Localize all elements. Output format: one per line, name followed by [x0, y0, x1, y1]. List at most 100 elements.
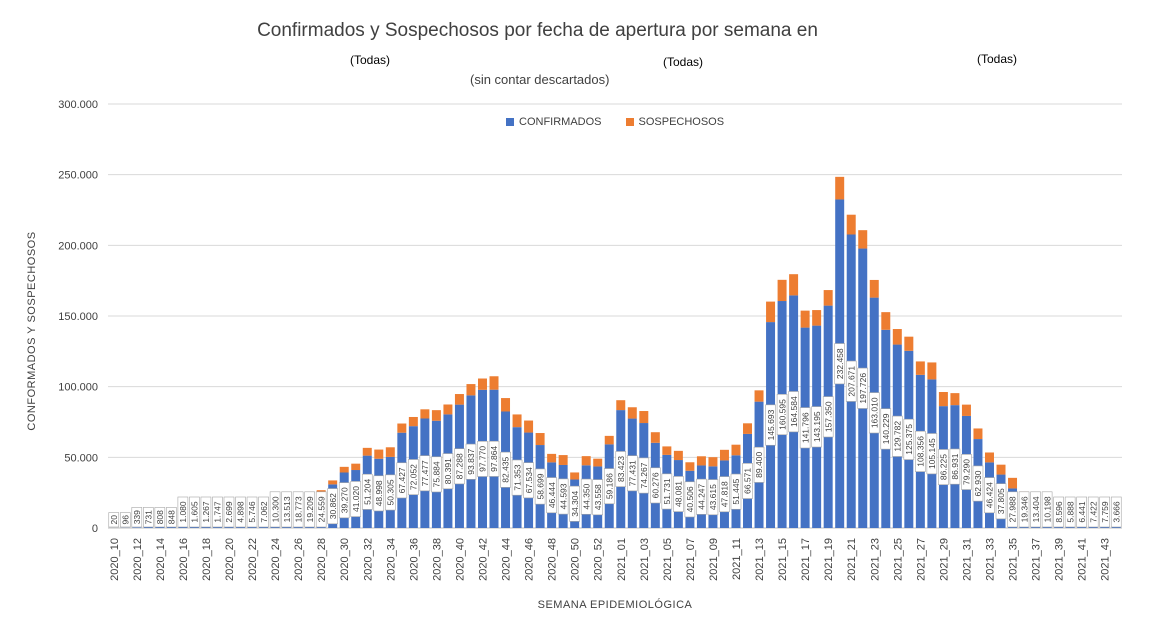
- x-tick-label-2020_34: 2020_34: [385, 538, 397, 581]
- data-label-2020_41: 93.837: [465, 443, 477, 480]
- data-label-text-2021_39: 8.596: [1054, 501, 1064, 523]
- data-label-text-2020_12: 339: [132, 510, 142, 524]
- bar-sospechosos-2020_33: [374, 449, 384, 459]
- data-label-2021_02: 77.431: [626, 455, 638, 492]
- data-label-text-2020_40: 87.288: [455, 453, 465, 479]
- x-tick-label-2021_19: 2021_19: [823, 538, 835, 581]
- data-label-box-2021_39: [1053, 496, 1064, 528]
- x-tick-label-2021_31: 2021_31: [961, 538, 973, 581]
- data-label-box-2020_43: [488, 440, 500, 477]
- data-label-box-2020_50: [569, 485, 580, 522]
- data-label-box-2021_38: [1041, 491, 1053, 528]
- data-label-text-2020_49: 44.593: [558, 483, 568, 509]
- data-label-box-2021_08: [696, 478, 707, 515]
- y-tick-label-5: 250.000: [58, 170, 98, 182]
- x-tick-label-2021_33: 2021_33: [984, 538, 996, 581]
- data-label-2020_26: 18.773: [292, 491, 304, 528]
- data-label-2020_33: 48.998: [373, 475, 385, 512]
- x-tick-label-2021_01: 2021_01: [616, 538, 628, 581]
- data-label-2020_37: 77.477: [419, 455, 431, 492]
- data-label-2021_32: 62.930: [972, 465, 984, 502]
- data-label-box-2020_13: [143, 507, 154, 528]
- bar-sospechosos-2020_38: [431, 410, 441, 421]
- data-label-2021_22: 197.726: [857, 367, 869, 409]
- data-label-text-2021_33: 46.424: [985, 482, 995, 508]
- data-label-text-2021_04: 60.276: [651, 472, 661, 498]
- data-label-box-2020_41: [465, 443, 477, 480]
- data-label-2020_38: 75.884: [431, 456, 442, 493]
- x-tick-label-2020_30: 2020_30: [339, 538, 351, 581]
- data-label-2020_27: 19.209: [304, 491, 315, 528]
- bar-sospechosos-2021_01: [616, 400, 626, 411]
- data-label-box-2020_53: [603, 468, 615, 505]
- data-label-box-2021_18: [811, 406, 822, 448]
- data-label-2021_18: 143.195: [811, 406, 822, 448]
- data-label-2020_23: 7.062: [258, 496, 269, 528]
- data-label-2020_11: 96: [119, 512, 131, 528]
- data-label-text-2020_29: 30.862: [328, 493, 338, 519]
- data-label-2021_36: 19.346: [1018, 491, 1030, 528]
- data-label-text-2021_10: 47.818: [720, 481, 730, 507]
- data-label-text-2020_34: 50.305: [386, 479, 396, 505]
- data-label-text-2021_06: 48.081: [674, 481, 684, 507]
- bar-sospechosos-2020_36: [408, 416, 418, 427]
- data-label-box-2020_31: [350, 481, 362, 517]
- bar-sospechosos-2021_32: [973, 428, 983, 440]
- data-label-2021_25: 129.782: [892, 415, 903, 457]
- bar-sospechosos-2020_35: [397, 423, 407, 433]
- bar-sospechosos-2020_44: [501, 398, 511, 412]
- x-tick-label-2020_50: 2020_50: [570, 538, 582, 581]
- bar-sospechosos-2021_09: [708, 457, 718, 467]
- data-label-2021_40: 5.888: [1064, 496, 1076, 528]
- data-label-2020_34: 50.305: [385, 474, 396, 511]
- data-label-2020_19: 1.747: [212, 496, 223, 528]
- y-tick-label-6: 300.000: [58, 99, 98, 111]
- bar-sospechosos-2021_15: [777, 279, 787, 302]
- data-label-2020_20: 2.699: [223, 496, 235, 528]
- data-label-text-2020_13: 731: [144, 510, 154, 524]
- data-label-text-2021_08: 44.247: [697, 483, 707, 509]
- bar-sospechosos-2020_42: [477, 378, 487, 390]
- data-label-2020_32: 51.204: [361, 473, 373, 510]
- bar-sospechosos-2021_29: [938, 392, 948, 407]
- data-label-text-2020_21: 4.898: [236, 501, 246, 523]
- data-label-box-2021_41: [1076, 496, 1087, 528]
- data-label-text-2020_51: 44.350: [581, 483, 591, 509]
- x-tick-label-2020_24: 2020_24: [270, 538, 282, 581]
- data-label-2020_17: 1.605: [189, 496, 200, 528]
- bar-sospechosos-2020_46: [524, 420, 534, 433]
- data-label-text-2021_16: 164.584: [789, 396, 799, 427]
- data-label-text-2020_45: 71.353: [512, 464, 522, 490]
- data-label-2020_18: 1.267: [200, 496, 212, 528]
- data-label-2020_16: 1.080: [177, 496, 189, 528]
- data-label-text-2020_30: 39.270: [339, 487, 349, 513]
- data-label-text-2020_48: 46.444: [547, 482, 557, 508]
- data-label-2020_25: 13.513: [281, 491, 292, 528]
- bar-sospechosos-2021_33: [984, 452, 994, 463]
- data-label-box-2020_40: [454, 448, 465, 485]
- data-label-2020_44: 82.435: [500, 451, 511, 488]
- data-label-box-2021_17: [799, 407, 811, 449]
- bar-sospechosos-2021_23: [869, 279, 879, 298]
- data-label-box-2021_04: [650, 467, 661, 504]
- data-label-text-2021_09: 43.615: [708, 484, 718, 510]
- data-label-box-2020_30: [338, 482, 350, 519]
- bar-sospechosos-2021_27: [915, 361, 925, 375]
- data-label-box-2021_06: [673, 476, 684, 512]
- x-tick-label-2020_40: 2020_40: [454, 538, 466, 581]
- bar-sospechosos-2021_05: [662, 446, 672, 455]
- x-tick-label-2021_35: 2021_35: [1008, 538, 1020, 581]
- data-label-2021_12: 66.571: [742, 463, 753, 499]
- bar-sospechosos-2021_13: [754, 390, 764, 402]
- filter-label-2: (Todas): [663, 55, 704, 69]
- data-label-box-2020_16: [177, 496, 189, 528]
- data-label-2020_40: 87.288: [454, 448, 465, 485]
- data-label-text-2021_42: 7.422: [1088, 501, 1098, 523]
- data-label-2020_14: 808: [154, 507, 166, 528]
- data-label-text-2021_25: 129.782: [893, 421, 903, 452]
- data-label-text-2020_23: 7.062: [259, 501, 269, 523]
- data-label-box-2020_23: [258, 496, 269, 528]
- data-label-text-2021_02: 77.431: [627, 460, 637, 486]
- data-label-2021_24: 140.229: [880, 408, 892, 450]
